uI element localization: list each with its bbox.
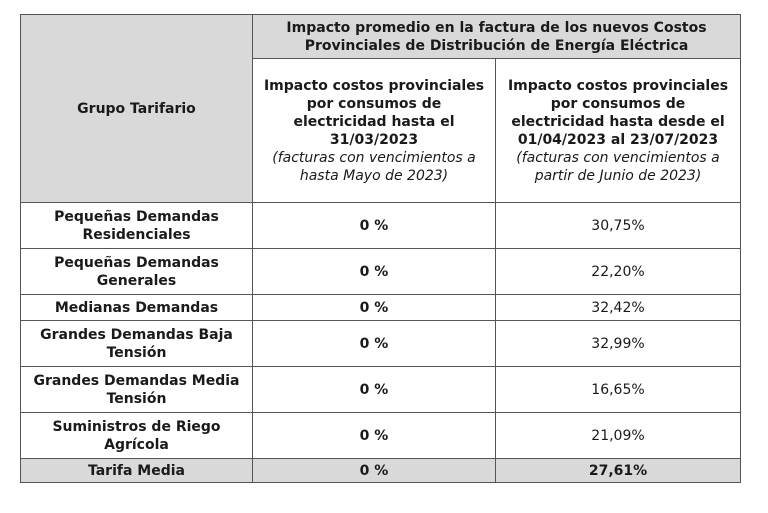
value-cell-b: 21,09% bbox=[495, 412, 741, 459]
header-row-sub: Impacto costos provinciales por consumos… bbox=[21, 58, 741, 203]
corner-header-label: Grupo Tarifario bbox=[77, 100, 196, 117]
row-label: Pequeñas Demandas Residenciales bbox=[20, 202, 253, 249]
table-row: Pequeñas Demandas Residenciales 0 % 30,7… bbox=[20, 202, 741, 249]
column-header-b-line-4: 01/04/2023 al 23/07/2023 bbox=[517, 131, 719, 148]
row-label-line-2: Agrícola bbox=[104, 436, 169, 453]
row-label-line-2: Residenciales bbox=[82, 226, 191, 243]
main-header-line-1: Impacto promedio en la factura de los nu… bbox=[286, 19, 707, 36]
tariff-impact-table: Grupo Tarifario Impacto promedio en la f… bbox=[20, 14, 741, 483]
column-header-b-line-3: electricidad hasta desde el bbox=[511, 113, 725, 130]
row-label-line-2: Generales bbox=[96, 272, 177, 289]
column-header-a-line-4: 31/03/2023 bbox=[329, 131, 419, 148]
column-header-a-line-3: electricidad hasta el bbox=[293, 113, 455, 130]
column-header-a-line-1: Impacto costos provinciales bbox=[263, 77, 485, 94]
row-label-line-2: Tensión bbox=[106, 390, 167, 407]
value-cell-b: 16,65% bbox=[495, 366, 741, 413]
row-label-line-1: Suministros de Riego bbox=[52, 418, 221, 435]
row-label: Medianas Demandas bbox=[20, 294, 253, 321]
column-header-a-line-2: por consumos de bbox=[306, 95, 442, 112]
row-label-line-1: Grandes Demandas Baja bbox=[40, 326, 233, 343]
column-header-a-note-1: (facturas con vencimientos a bbox=[272, 149, 476, 166]
row-label-line-2: Tensión bbox=[106, 344, 167, 361]
row-label: Grandes Demandas Baja Tensión bbox=[20, 320, 253, 367]
value-cell-a: 0 % bbox=[252, 202, 496, 249]
row-label: Grandes Demandas Media Tensión bbox=[20, 366, 253, 413]
row-label-line-1: Pequeñas Demandas bbox=[54, 254, 219, 271]
column-header-a: Impacto costos provinciales por consumos… bbox=[252, 58, 496, 203]
value-cell-b: 32,99% bbox=[495, 320, 741, 367]
table-container: Grupo Tarifario Impacto promedio en la f… bbox=[20, 14, 741, 483]
row-label-line-1: Medianas Demandas bbox=[54, 299, 219, 316]
main-header-line-2: Provinciales de Distribución de Energía … bbox=[304, 37, 689, 54]
footer-row: Tarifa Media 0 % 27,61% bbox=[20, 458, 741, 483]
value-cell-a: 0 % bbox=[252, 294, 496, 321]
table-row: Pequeñas Demandas Generales 0 % 22,20% bbox=[20, 248, 741, 295]
footer-value-b: 27,61% bbox=[495, 458, 741, 483]
column-header-a-note-2: hasta Mayo de 2023) bbox=[299, 167, 449, 184]
row-label: Pequeñas Demandas Generales bbox=[20, 248, 253, 295]
corner-header: Grupo Tarifario bbox=[20, 14, 253, 203]
value-cell-a: 0 % bbox=[252, 320, 496, 367]
value-cell-a: 0 % bbox=[252, 248, 496, 295]
value-cell-b: 32,42% bbox=[495, 294, 741, 321]
value-cell-b: 30,75% bbox=[495, 202, 741, 249]
row-label: Suministros de Riego Agrícola bbox=[20, 412, 253, 459]
row-label-line-1: Grandes Demandas Media bbox=[33, 372, 240, 389]
value-cell-a: 0 % bbox=[252, 412, 496, 459]
column-header-b-note-1: (facturas con vencimientos a bbox=[516, 149, 720, 166]
footer-value-a: 0 % bbox=[252, 458, 496, 483]
row-label-line-1: Pequeñas Demandas bbox=[54, 208, 219, 225]
column-header-b: Impacto costos provinciales por consumos… bbox=[495, 58, 741, 203]
value-cell-b: 22,20% bbox=[495, 248, 741, 295]
main-header: Impacto promedio en la factura de los nu… bbox=[252, 14, 741, 59]
column-header-b-note-2: partir de Junio de 2023) bbox=[534, 167, 702, 184]
column-header-b-line-1: Impacto costos provinciales bbox=[507, 77, 729, 94]
table-row: Grandes Demandas Media Tensión 0 % 16,65… bbox=[20, 366, 741, 413]
column-header-b-line-2: por consumos de bbox=[550, 95, 686, 112]
footer-label: Tarifa Media bbox=[20, 458, 253, 483]
header-row-top: Grupo Tarifario Impacto promedio en la f… bbox=[20, 14, 741, 203]
table-row: Suministros de Riego Agrícola 0 % 21,09% bbox=[20, 412, 741, 459]
table-row: Medianas Demandas 0 % 32,42% bbox=[20, 294, 741, 321]
value-cell-a: 0 % bbox=[252, 366, 496, 413]
table-row: Grandes Demandas Baja Tensión 0 % 32,99% bbox=[20, 320, 741, 367]
